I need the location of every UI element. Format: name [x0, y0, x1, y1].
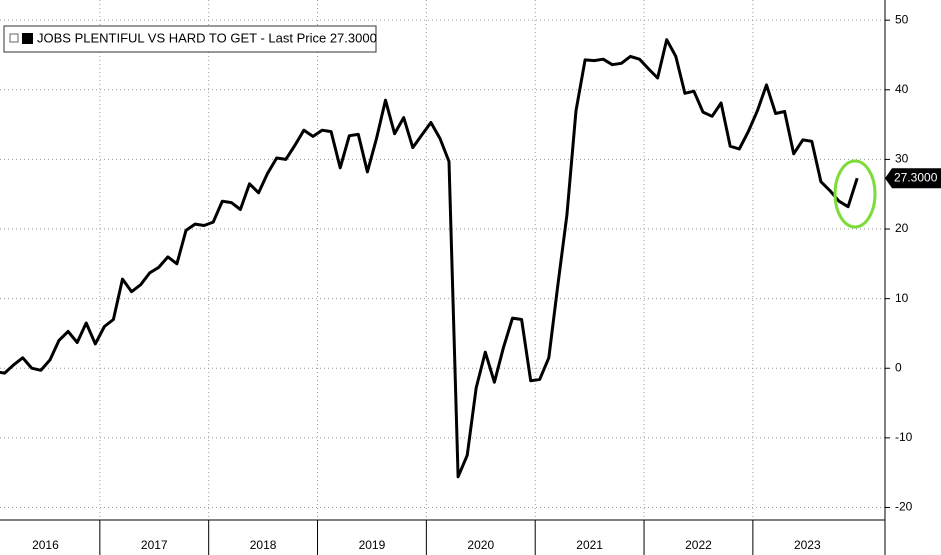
y-tick-label: 10 [895, 291, 909, 305]
plot [0, 38, 859, 479]
x-tick-label: 2017 [141, 538, 168, 552]
x-tick-label: 2016 [32, 538, 59, 552]
grid [0, 0, 885, 520]
y-tick-label: -20 [895, 500, 913, 514]
x-tick-label: 2021 [576, 538, 603, 552]
last-value-label: 27.3000 [894, 170, 938, 184]
x-tick-label: 2018 [250, 538, 277, 552]
x-tick-label: 2020 [467, 538, 494, 552]
y-tick-label: 20 [895, 221, 909, 235]
x-tick-label: 2019 [359, 538, 386, 552]
legend [3, 25, 377, 53]
line-series [0, 38, 859, 479]
legend-label: JOBS PLENTIFUL VS HARD TO GET - Last Pri… [37, 30, 377, 45]
x-tick-label: 2022 [685, 538, 712, 552]
x-tick-label: 2023 [794, 538, 821, 552]
legend-swatch [22, 33, 33, 44]
highlight-circle [833, 159, 877, 229]
last-value-tag [885, 168, 941, 189]
y-tick-label: 40 [895, 82, 909, 96]
y-tick-label: 50 [895, 12, 909, 26]
y-tick-label: 30 [895, 152, 909, 166]
legend-toggle[interactable] [9, 33, 19, 43]
y-tick-label: -10 [895, 430, 913, 444]
y-tick-label: 0 [895, 360, 902, 374]
